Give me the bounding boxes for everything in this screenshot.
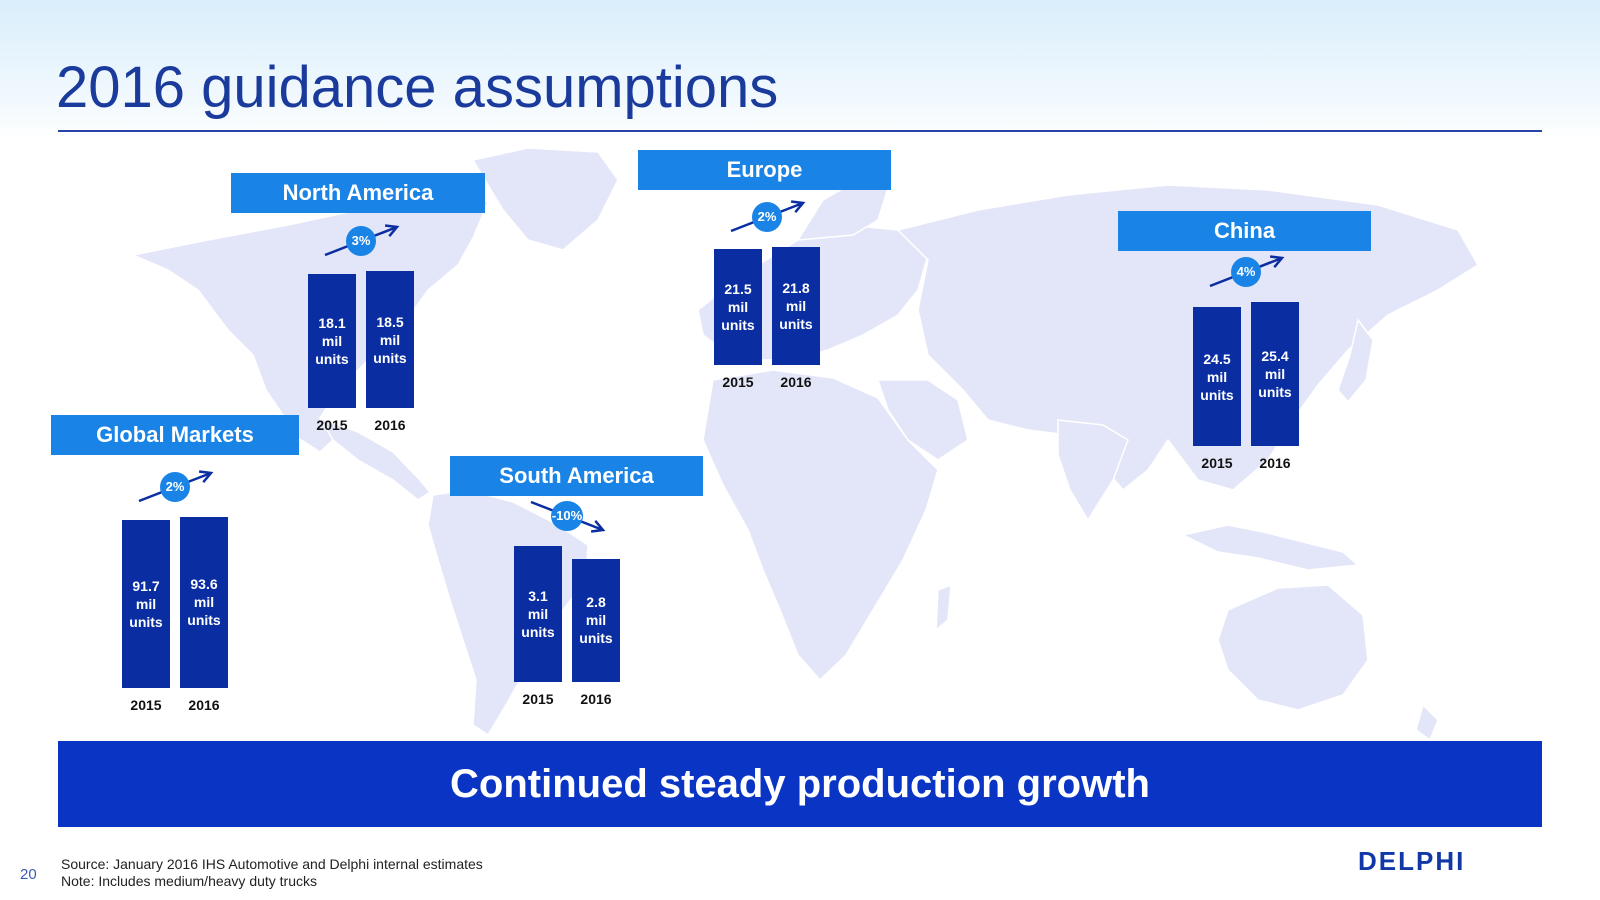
bar-global-2016: 93.6 mil units: [180, 516, 228, 688]
bar-europe-2016: 21.8 mil units: [772, 247, 820, 365]
bar-china-2015: 24.5 mil units: [1193, 307, 1241, 446]
year-label-china-2016: 2016: [1259, 455, 1291, 471]
bar-label-china-2015: 24.5 mil units: [1200, 350, 1234, 403]
bar-label-north-america-2016: 18.5 mil units: [373, 313, 407, 366]
year-label-china-2015: 2015: [1201, 455, 1233, 471]
bar-north-america-2015: 18.1 mil units: [308, 274, 356, 408]
bar-label-global-2015: 91.7 mil units: [129, 578, 163, 631]
source-note: Source: January 2016 IHS Automotive and …: [61, 856, 483, 872]
bar-global-2015: 91.7 mil units: [122, 520, 170, 688]
region-header-global-markets: Global Markets: [51, 415, 299, 455]
region-header-north-america: North America: [231, 173, 485, 213]
bar-south-america-2016: 2.8 mil units: [572, 558, 620, 682]
year-label-north-america-2015: 2015: [316, 417, 348, 433]
year-label-north-america-2016: 2016: [374, 417, 406, 433]
year-label-south-america-2015: 2015: [522, 691, 554, 707]
bar-label-global-2016: 93.6 mil units: [187, 576, 221, 629]
region-header-china: China: [1118, 211, 1371, 251]
year-label-global-2015: 2015: [130, 697, 162, 713]
bar-south-america-2015: 3.1 mil units: [514, 545, 562, 682]
bar-north-america-2016: 18.5 mil units: [366, 271, 414, 408]
bar-label-europe-2015: 21.5 mil units: [721, 280, 755, 333]
year-label-europe-2015: 2015: [722, 374, 754, 390]
title-divider: [58, 130, 1542, 132]
year-label-global-2016: 2016: [188, 697, 220, 713]
bar-label-europe-2016: 21.8 mil units: [779, 280, 813, 333]
bar-label-north-america-2015: 18.1 mil units: [315, 315, 349, 368]
page-number: 20: [20, 866, 37, 883]
bar-europe-2015: 21.5 mil units: [714, 248, 762, 365]
change-badge-south-america: -10%: [551, 500, 583, 531]
change-badge-china: 4%: [1231, 257, 1261, 288]
footnote: Note: Includes medium/heavy duty trucks: [61, 873, 318, 889]
bar-label-south-america-2015: 3.1 mil units: [521, 587, 555, 640]
region-header-europe: Europe: [638, 150, 891, 190]
delphi-logo: DELPHI: [1358, 846, 1466, 876]
year-label-europe-2016: 2016: [780, 374, 812, 390]
page-title: 2016 guidance assumptions: [56, 55, 779, 120]
world-map: [130, 147, 1480, 740]
region-header-south-america: South America: [450, 456, 703, 496]
bar-label-south-america-2016: 2.8 mil units: [579, 594, 613, 647]
summary-banner: Continued steady production growth: [58, 741, 1542, 827]
change-badge-north-america: 3%: [346, 226, 376, 257]
year-label-south-america-2016: 2016: [580, 691, 612, 707]
change-badge-europe: 2%: [752, 202, 782, 233]
bar-china-2016: 25.4 mil units: [1251, 302, 1299, 446]
bar-label-china-2016: 25.4 mil units: [1258, 348, 1292, 401]
change-badge-global: 2%: [160, 471, 190, 502]
